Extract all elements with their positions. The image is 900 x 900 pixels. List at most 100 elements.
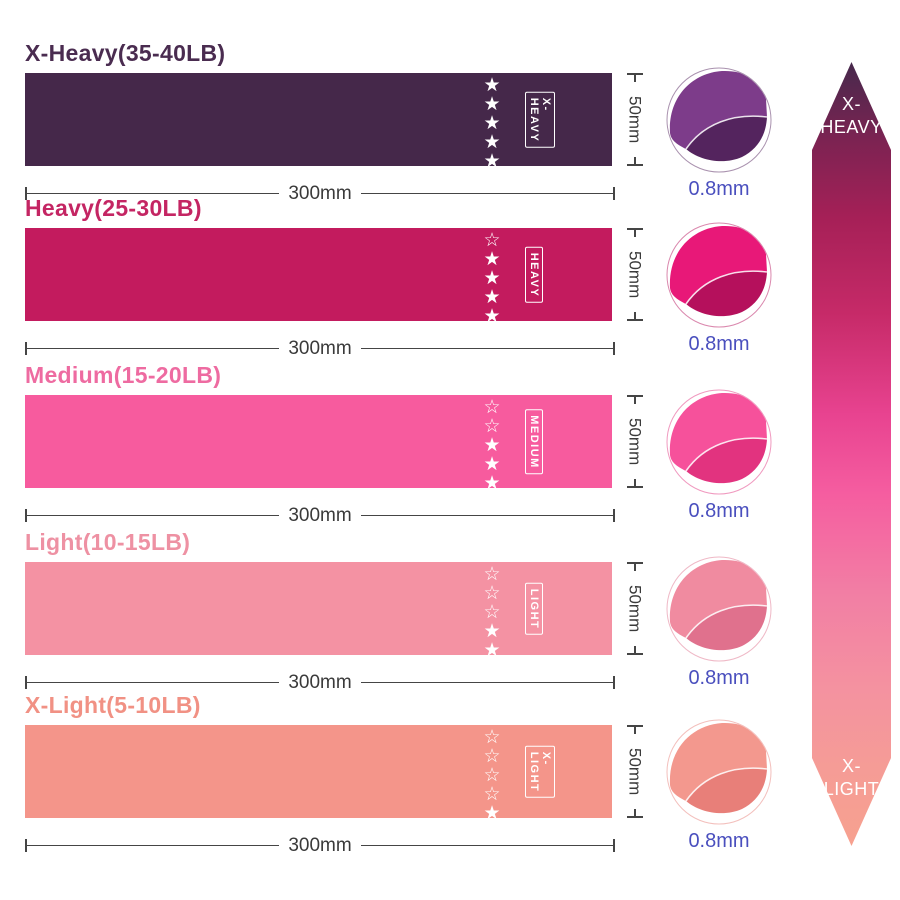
folded-band-image: [666, 389, 772, 495]
band-level-label: MEDIUM: [525, 408, 543, 475]
arrow-bottom-label-line2: LIGHT: [823, 779, 880, 799]
dimension-tick: [613, 676, 616, 689]
dimension-line: [634, 809, 636, 817]
dimension-tick: [25, 839, 27, 852]
star-icon: ☆: [483, 582, 501, 604]
width-value: 300mm: [288, 672, 352, 693]
dimension-tick: [627, 725, 643, 727]
dimension-line: [27, 192, 280, 195]
band-thickness-photo: [666, 67, 772, 173]
star-icon: ★: [483, 472, 501, 494]
folded-band-image: [666, 67, 772, 173]
dimension-tick: [613, 187, 616, 200]
dimension-line: [360, 681, 614, 684]
band-title: Medium(15-20LB): [25, 362, 222, 388]
width-dimension: 300mm: [25, 835, 616, 856]
star-icon: ☆: [483, 229, 501, 251]
thickness-value: 0.8mm: [688, 830, 750, 852]
dimension-tick: [627, 319, 643, 322]
folded-band-image: [666, 719, 772, 825]
height-value: 50mm: [625, 250, 645, 299]
height-dimension: 50mm: [622, 562, 648, 656]
dimension-line: [634, 479, 636, 487]
band-section-medium: Medium(15-20LB) ☆ ☆ ★ ★ ★ MEDIUM 300mm: [25, 362, 616, 525]
arrow-top-label-line2: HEAVY: [820, 117, 883, 137]
band-thickness-photo: [666, 719, 772, 825]
folded-band-image: [666, 556, 772, 662]
dimension-tick: [25, 676, 27, 689]
dimension-line: [360, 192, 614, 195]
width-dimension: 300mm: [25, 183, 616, 204]
dimension-tick: [627, 73, 643, 75]
star-icon: ☆: [483, 726, 501, 748]
dimension-line: [634, 157, 636, 165]
band-section-heavy: Heavy(25-30LB) ☆ ★ ★ ★ ★ HEAVY 300mm: [25, 195, 616, 359]
star-icon: ★: [483, 453, 501, 475]
band-strip: ☆ ☆ ☆ ★ ★ LIGHT: [25, 562, 612, 660]
width-value: 300mm: [288, 183, 352, 204]
dimension-tick: [627, 395, 643, 397]
band-section-x-light: X-Light(5-10LB) ☆ ☆ ☆ ☆ ★ X-LIGHT 300mm: [25, 692, 616, 856]
star-icon: ☆: [483, 601, 501, 623]
width-value: 300mm: [288, 835, 352, 856]
star-icon: ☆: [483, 396, 501, 418]
dimension-tick: [25, 342, 27, 355]
dimension-line: [634, 646, 636, 654]
thickness-value: 0.8mm: [688, 178, 750, 200]
star-icon: ★: [483, 305, 501, 327]
width-value: 300mm: [288, 338, 352, 359]
band-section-x-heavy: X-Heavy(35-40LB) ★ ★ ★ ★ ★ X-HEAVY 300mm: [25, 40, 616, 204]
band-strip: ☆ ☆ ★ ★ ★ MEDIUM: [25, 395, 612, 493]
star-icon: ★: [483, 74, 501, 96]
dimension-tick: [613, 509, 616, 522]
dimension-tick: [627, 653, 643, 656]
dimension-line: [634, 75, 636, 82]
dimension-tick: [627, 486, 643, 489]
dimension-line: [634, 727, 636, 734]
star-icon: ☆: [483, 415, 501, 437]
dimension-line: [634, 564, 636, 571]
star-icon: ★: [483, 639, 501, 661]
star-icon: ★: [483, 434, 501, 456]
band-thickness-photo: [666, 556, 772, 662]
star-icon: ★: [483, 112, 501, 134]
dimension-line: [360, 347, 614, 350]
thickness-value: 0.8mm: [688, 333, 750, 355]
star-rating: ★ ★ ★ ★ ★: [479, 74, 505, 171]
dimension-line: [634, 312, 636, 320]
star-rating: ☆ ★ ★ ★ ★: [479, 229, 505, 326]
dimension-tick: [613, 839, 616, 852]
star-rating: ☆ ☆ ★ ★ ★: [479, 396, 505, 493]
band-level-label: LIGHT: [525, 582, 543, 635]
thickness-value: 0.8mm: [688, 500, 750, 522]
star-icon: ☆: [483, 563, 501, 585]
star-icon: ★: [483, 248, 501, 270]
dimension-tick: [627, 228, 643, 230]
height-dimension: 50mm: [622, 228, 648, 322]
band-thickness-photo: [666, 222, 772, 328]
band-title: X-Light(5-10LB): [25, 692, 201, 718]
arrow-top-label-line1: X-: [842, 94, 861, 114]
star-icon: ☆: [483, 745, 501, 767]
width-dimension: 300mm: [25, 338, 616, 359]
dimension-tick: [627, 816, 643, 819]
dimension-tick: [613, 342, 616, 355]
band-level-label: HEAVY: [525, 246, 543, 303]
star-rating: ☆ ☆ ☆ ☆ ★: [479, 726, 505, 823]
width-dimension: 300mm: [25, 672, 616, 693]
height-value: 50mm: [625, 417, 645, 466]
dimension-tick: [25, 509, 27, 522]
star-icon: ★: [483, 150, 501, 172]
height-value: 50mm: [625, 747, 645, 796]
star-icon: ★: [483, 267, 501, 289]
dimension-line: [360, 844, 614, 847]
dimension-line: [27, 681, 280, 684]
band-title: X-Heavy(35-40LB): [25, 40, 226, 66]
dimension-line: [27, 347, 280, 350]
height-value: 50mm: [625, 95, 645, 144]
star-rating: ☆ ☆ ☆ ★ ★: [479, 563, 505, 660]
folded-band-image: [666, 222, 772, 328]
dimension-line: [634, 230, 636, 237]
band-level-label: X-HEAVY: [525, 91, 555, 148]
